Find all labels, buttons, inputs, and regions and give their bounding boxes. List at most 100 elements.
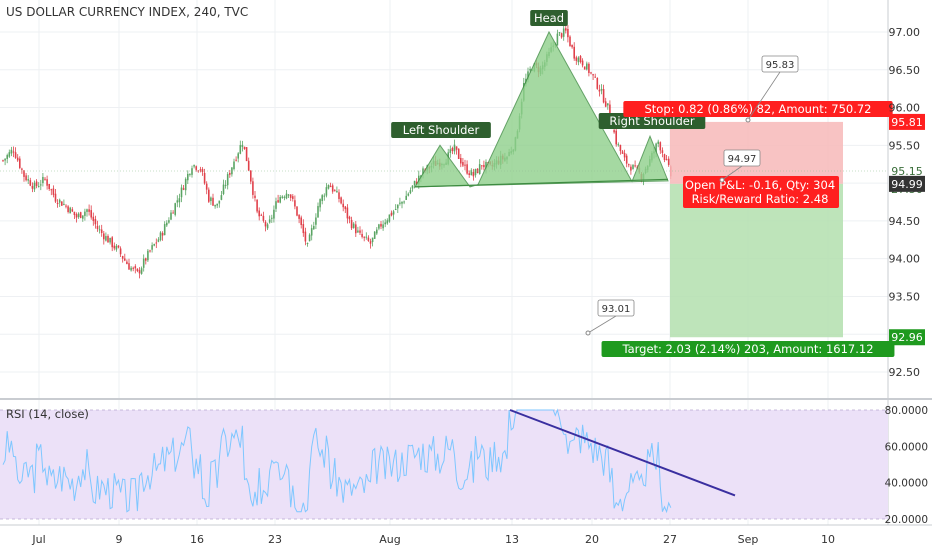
candle-body: [16, 157, 19, 161]
candle-body: [451, 148, 454, 152]
candle-body: [241, 144, 244, 147]
candle-body: [590, 72, 592, 74]
candle-body: [103, 233, 105, 240]
candle-body: [403, 201, 405, 203]
candle-body: [37, 186, 40, 188]
candle-body: [90, 210, 92, 218]
candle-body: [596, 77, 599, 89]
candle-body: [302, 224, 305, 234]
candle-body: [334, 190, 336, 192]
candle-body: [470, 170, 473, 176]
candle-body: [397, 204, 399, 209]
candle-body: [98, 229, 101, 231]
candle-body: [147, 250, 149, 261]
candle-body: [621, 151, 624, 154]
callout-mid-leader: [721, 165, 743, 181]
candle-body: [411, 185, 414, 189]
candle-body: [117, 245, 120, 248]
x-tick-label: Aug: [379, 533, 400, 546]
candle-body: [134, 266, 137, 269]
candle-body: [115, 245, 118, 250]
candle-body: [315, 217, 317, 225]
candle-body: [23, 170, 25, 177]
rsi-y-tick-label: 20.0000: [885, 514, 928, 526]
candle-body: [415, 181, 418, 185]
candles: [2, 23, 672, 514]
candle-body: [483, 164, 485, 168]
candle-body: [172, 212, 174, 214]
price-tag-target-group: 92.96: [889, 329, 925, 346]
candle-body: [573, 46, 575, 59]
candle-body: [468, 173, 470, 175]
label-pnl: Open P&L: -0.16, Qty: 304: [685, 178, 835, 192]
candle-body: [478, 164, 481, 174]
candle-body: [187, 173, 189, 181]
candle-body: [655, 143, 657, 152]
axes: US DOLLAR CURRENCY INDEX, 240, TVC 97.00 9…: [6, 5, 928, 546]
candle-body: [317, 206, 319, 218]
callout-target-box: [597, 299, 635, 317]
candle-body: [268, 219, 271, 223]
candle-body: [338, 192, 340, 199]
x-tick-label: 10: [821, 533, 835, 546]
candle-body: [598, 89, 601, 92]
candle-body: [176, 200, 179, 203]
candle-body: [126, 261, 128, 265]
candle-body: [105, 236, 107, 241]
candle-body: [107, 235, 109, 243]
callout-stop-leader: [747, 71, 781, 121]
candle-body: [136, 268, 139, 272]
candle-body: [623, 153, 626, 158]
chart-title: US DOLLAR CURRENCY INDEX, 240, TVC: [6, 5, 248, 19]
candle-body: [313, 226, 315, 230]
candle-body: [73, 211, 76, 216]
candle-body: [634, 165, 636, 167]
y-tick-label: 93.50: [889, 290, 921, 303]
candle-body: [308, 234, 311, 242]
price-tag-current-bg: [889, 175, 925, 192]
label-head: Head: [534, 11, 564, 25]
candle-body: [191, 168, 193, 175]
candle-body: [352, 223, 355, 228]
candle-body: [243, 146, 246, 149]
x-tick-label: 27: [663, 533, 677, 546]
candle-body: [481, 165, 483, 167]
y-tick-label: 96.00: [889, 102, 921, 115]
candle-body: [168, 220, 170, 223]
candle-body: [613, 130, 615, 133]
candle-body: [348, 216, 351, 220]
candle-body: [472, 171, 475, 177]
candle-body: [365, 236, 368, 238]
candle-body: [226, 174, 229, 186]
callout-stop-dot: [745, 117, 751, 123]
label-risk-reward: Risk/Reward Ratio: 2.48: [692, 192, 829, 206]
price-tag-last-bg: [889, 163, 925, 179]
candle-body: [457, 148, 460, 159]
candle-body: [65, 205, 67, 207]
candle-body: [210, 197, 212, 202]
x-tick-label: 23: [268, 533, 282, 546]
y-tick-label: 92.50: [889, 366, 921, 379]
candle-body: [380, 223, 382, 227]
price-tag-last-group: 95.15: [889, 163, 925, 179]
candle-body: [84, 211, 86, 216]
rsi-y-tick-label: 80.0000: [885, 405, 928, 417]
candle-body: [281, 196, 284, 198]
candle-body: [527, 71, 529, 80]
candle-body: [174, 203, 176, 215]
y-tick-label: 97.00: [889, 26, 921, 39]
rsi-line: [2, 408, 672, 514]
candle-body: [96, 225, 99, 229]
label-head-group: Head: [530, 10, 568, 26]
candle-body: [586, 63, 588, 70]
rsi-band: [0, 410, 888, 519]
candle-body: [40, 184, 42, 186]
candle-body: [247, 160, 250, 171]
label-stop: Stop: 0.82 (0.86%) 82, Amount: 750.72: [644, 102, 871, 116]
candle-body: [294, 200, 296, 207]
candle-body: [378, 224, 380, 229]
candle-body: [212, 197, 214, 206]
price-tag-stop: 95.81: [891, 116, 923, 129]
candle-body: [6, 155, 8, 160]
